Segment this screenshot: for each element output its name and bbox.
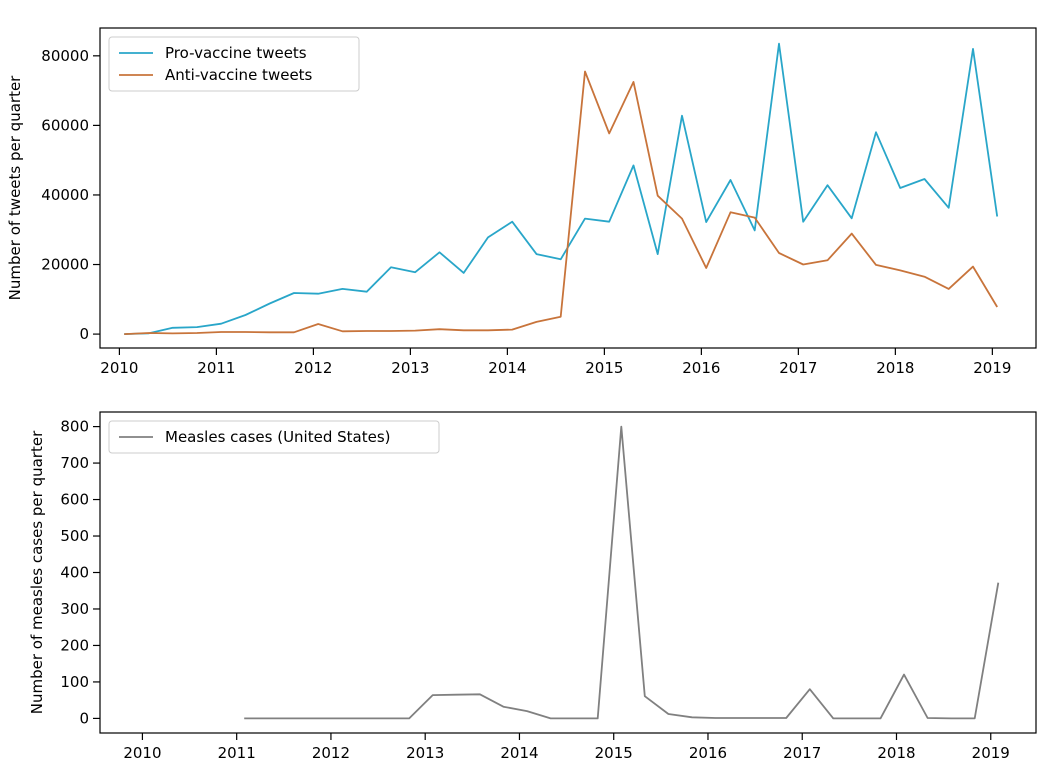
x-tick-label: 2017 <box>783 744 821 762</box>
y-axis-title: Number of tweets per quarter <box>6 75 24 301</box>
legend-box <box>108 420 440 454</box>
y-tick-label: 60000 <box>41 116 89 134</box>
series-line-1 <box>244 425 1000 720</box>
series-line-2 <box>124 70 998 335</box>
x-tick-label: 2019 <box>973 359 1011 377</box>
y-tick-label: 800 <box>60 418 89 436</box>
y-tick-label: 500 <box>60 527 89 545</box>
y-tick-label: 0 <box>79 325 89 343</box>
x-tick-label: 2016 <box>689 744 727 762</box>
x-tick-label: 2011 <box>197 359 235 377</box>
x-tick-label: 2018 <box>877 744 915 762</box>
chart-1: 2010 2011 2012 2013 2014 2015 2016 2017 2018 2019… <box>6 27 1037 377</box>
x-tick-label: 2011 <box>218 744 256 762</box>
y-tick-label: 400 <box>60 564 89 582</box>
y-tick-label: 80000 <box>41 47 89 65</box>
x-tick-label: 2017 <box>779 359 817 377</box>
legend: Pro-vaccine tweets Anti-vaccine tweets <box>108 36 360 92</box>
y-tick-label: 300 <box>60 600 89 618</box>
x-tick-label: 2010 <box>100 359 138 377</box>
y-tick-label: 600 <box>60 491 89 509</box>
x-tick-label: 2012 <box>294 359 332 377</box>
chart-2: 2010 2011 2012 2013 2014 2015 2016 2017 2018 2019… <box>28 411 1037 762</box>
x-tick-label: 2010 <box>123 744 161 762</box>
x-tick-label: 2014 <box>488 359 526 377</box>
x-tick-label: 2015 <box>585 359 623 377</box>
plot-frame <box>99 411 1037 734</box>
y-tick-label: 0 <box>79 709 89 727</box>
x-tick-label: 2018 <box>876 359 914 377</box>
x-tick-label: 2013 <box>406 744 444 762</box>
y-tick-label: 20000 <box>41 256 89 274</box>
y-axis-title: Number of measles cases per quarter <box>28 430 46 714</box>
x-tick-label: 2012 <box>312 744 350 762</box>
legend-label-1: Measles cases (United States) <box>165 428 391 446</box>
y-tick-label: 200 <box>60 636 89 654</box>
y-tick-label: 40000 <box>41 186 89 204</box>
x-tick-label: 2019 <box>972 744 1010 762</box>
plot-frame <box>99 27 1037 349</box>
legend-label-2: Anti-vaccine tweets <box>165 66 313 84</box>
legend-box <box>108 36 360 92</box>
legend: Measles cases (United States) <box>108 420 440 454</box>
legend-label-1: Pro-vaccine tweets <box>165 44 307 62</box>
x-tick-label: 2013 <box>391 359 429 377</box>
y-tick-label: 100 <box>60 673 89 691</box>
y-tick-label: 700 <box>60 454 89 472</box>
x-tick-label: 2016 <box>682 359 720 377</box>
series-line-1 <box>124 42 999 335</box>
x-tick-label: 2015 <box>595 744 633 762</box>
x-tick-label: 2014 <box>500 744 538 762</box>
